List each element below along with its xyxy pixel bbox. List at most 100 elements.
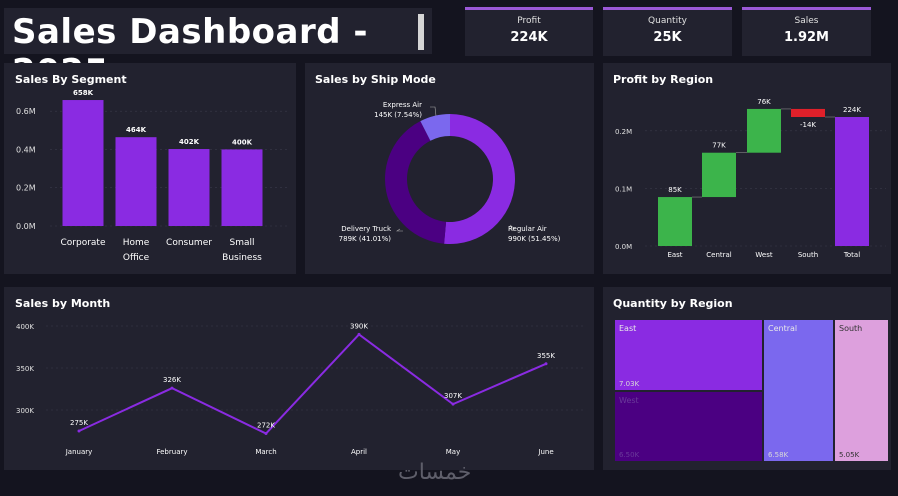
panel-profit-by-region[interactable]: Profit by Region 0.0M 0.1M 0.2M 85K East 77K C… [603, 63, 891, 274]
data-point [170, 386, 174, 390]
treemap-label: South [839, 324, 863, 333]
kpi-label: Profit [517, 16, 541, 26]
data-label: 658K [73, 89, 94, 97]
text-cursor [418, 14, 424, 50]
panel-title: Profit by Region [613, 73, 714, 86]
panel-quantity-by-region[interactable]: Quantity by Region East 7.03K West 6.50K… [603, 287, 891, 470]
bar [62, 100, 104, 226]
data-label: 307K [444, 392, 462, 400]
x-tick-label: February [156, 448, 187, 456]
donut-slice [385, 121, 447, 244]
slice-value-label: 789K (41.01%) [339, 235, 392, 243]
treemap-value: 6.58K [768, 451, 789, 459]
x-tick-label: March [255, 448, 276, 456]
panel-title: Quantity by Region [613, 297, 733, 310]
panel-title: Sales by Month [15, 297, 111, 310]
x-tick-label: April [351, 448, 367, 456]
leader-line [430, 106, 437, 117]
kpi-card-profit[interactable]: Profit 224K [465, 7, 593, 56]
waterfall-bar [747, 108, 781, 153]
segment-bar-chart: 0.0M 0.2M 0.4M 0.6M 658K Corporate 464K Home Off… [16, 89, 288, 263]
y-tick-label: 0.0M [16, 222, 36, 231]
data-point [357, 332, 361, 336]
treemap-cell-central[interactable]: Central 6.58K [763, 319, 834, 462]
data-label: -14K [800, 121, 816, 129]
panel-sales-by-ship-mode[interactable]: Sales by Ship Mode Regular Air 990K (51.4… [305, 63, 594, 274]
data-point [544, 362, 548, 366]
y-tick-label: 350K [16, 365, 34, 373]
kpi-card-sales[interactable]: Sales 1.92M [742, 7, 871, 56]
x-tick-label: West [755, 251, 772, 259]
x-tick-label: Corporate [61, 238, 106, 248]
waterfall-bar [835, 117, 869, 246]
data-label: 326K [163, 376, 181, 384]
panel-sales-by-month[interactable]: Sales by Month 300K 350K 400K 275K January 32… [4, 287, 594, 470]
panel-title: Sales By Segment [15, 73, 127, 86]
kpi-value: 224K [510, 30, 548, 45]
slice-value-label: 990K (51.45%) [508, 235, 561, 243]
data-label: 355K [537, 352, 555, 360]
treemap-cell-east[interactable]: East 7.03K [614, 319, 763, 391]
waterfall-bar [702, 152, 736, 198]
data-point [264, 432, 268, 436]
slice-name-label: Regular Air [508, 225, 547, 233]
data-label: 85K [668, 186, 682, 194]
x-tick-label: Home Office [123, 238, 150, 263]
data-label: 76K [757, 98, 771, 106]
treemap-label: Central [768, 324, 798, 333]
treemap-value: 6.50K [619, 451, 640, 459]
treemap-value: 5.05K [839, 451, 860, 459]
slice-value-label: 145K (7.54%) [374, 111, 422, 119]
x-tick-label: January [65, 448, 93, 456]
region-waterfall-chart: 0.0M 0.1M 0.2M 85K East 77K Central 76K West -14K… [615, 98, 886, 259]
kpi-card-quantity[interactable]: Quantity 25K [603, 7, 732, 56]
bar [221, 149, 263, 226]
y-tick-label: 0.2M [615, 128, 632, 136]
month-line-chart: 300K 350K 400K 275K January 326K February 272K M… [16, 322, 586, 456]
data-label: 402K [179, 138, 200, 146]
panel-sales-by-segment[interactable]: Sales By Segment 0.0M 0.2M 0.4M 0.6M 658K Cor… [4, 63, 296, 274]
y-tick-label: 0.2M [16, 184, 36, 193]
data-label: 77K [712, 142, 726, 150]
panel-title: Sales by Ship Mode [315, 73, 436, 86]
data-label: 272K [257, 422, 275, 430]
treemap-label: West [619, 396, 639, 405]
series-line [78, 333, 547, 435]
bar [168, 149, 210, 226]
leader-line [509, 224, 516, 230]
data-point [451, 402, 455, 406]
x-tick-label: Total [843, 251, 860, 259]
treemap-cell-south[interactable]: South 5.05K [834, 319, 889, 462]
kpi-label: Quantity [648, 16, 687, 26]
y-tick-label: 0.1M [615, 185, 632, 193]
kpi-label: Sales [794, 16, 819, 26]
x-tick-label: June [537, 448, 553, 456]
data-point [77, 429, 81, 433]
kpi-value: 1.92M [783, 30, 829, 45]
x-tick-label: Consumer [166, 238, 212, 248]
data-label: 390K [350, 322, 368, 330]
waterfall-bar [658, 197, 692, 246]
waterfall-bar [791, 108, 825, 117]
treemap-cell-west[interactable]: West 6.50K [614, 391, 763, 462]
ship-mode-donut-chart: Regular Air 990K (51.45%) Delivery Truck 78… [339, 101, 561, 244]
data-label: 464K [126, 126, 147, 134]
data-label: 224K [843, 106, 861, 114]
y-tick-label: 300K [16, 407, 34, 415]
y-tick-label: 400K [16, 323, 34, 331]
treemap-value: 7.03K [619, 380, 640, 388]
x-tick-label: South [798, 251, 818, 259]
x-tick-label: East [667, 251, 682, 259]
data-label: 400K [232, 138, 253, 146]
dashboard-title-bar: Sales Dashboard - 2025 [4, 8, 432, 92]
kpi-value: 25K [653, 30, 682, 45]
slice-name-label: Delivery Truck [341, 225, 392, 233]
bar [115, 137, 157, 226]
slice-name-label: Express Air [383, 101, 422, 109]
treemap-label: East [619, 324, 637, 333]
watermark: خمسات [398, 460, 472, 485]
x-tick-label: Central [706, 251, 732, 259]
data-label: 275K [70, 419, 88, 427]
y-tick-label: 0.4M [16, 145, 36, 154]
y-tick-label: 0.6M [16, 107, 36, 116]
